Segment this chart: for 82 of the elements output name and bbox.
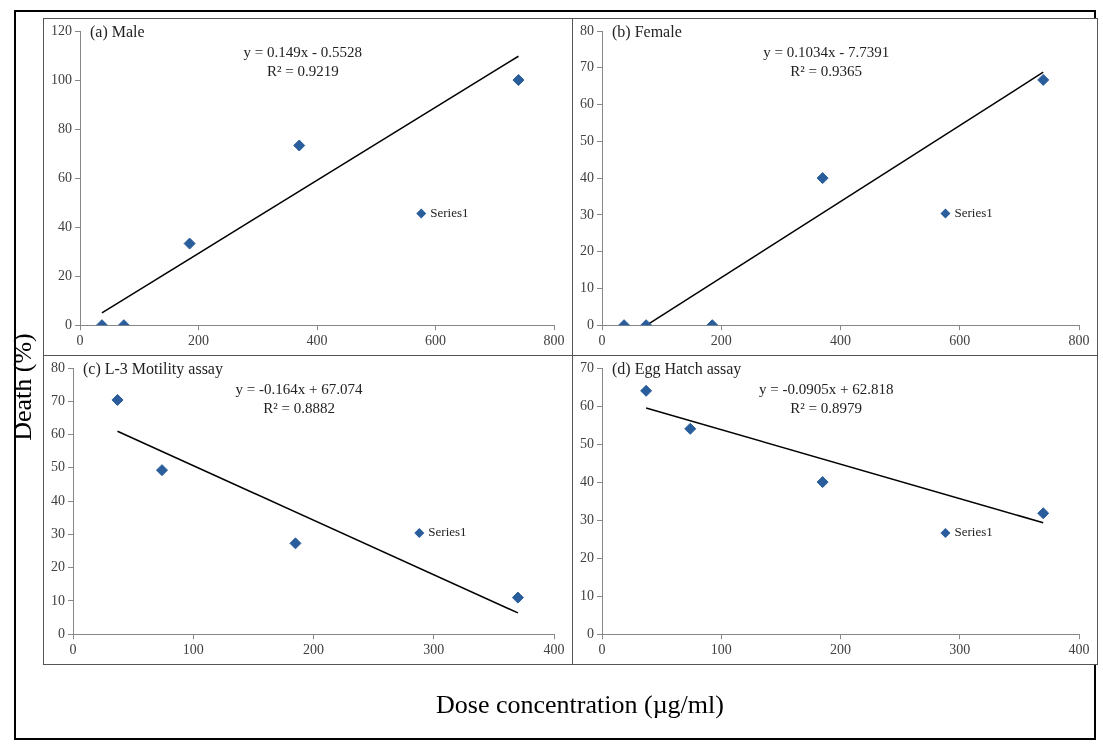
point — [816, 476, 829, 489]
x-tick-label: 400 — [306, 333, 328, 349]
y-tick-label: 60 — [580, 397, 594, 413]
annotation: y = 0.1034x - 7.7391 — [763, 43, 890, 60]
y-tick-label: 0 — [587, 316, 594, 332]
y-tick-label: 60 — [58, 169, 72, 185]
y-tick-label: 40 — [58, 218, 72, 234]
y-tick-label: 0 — [58, 625, 65, 641]
legend-label: Series1 — [428, 524, 467, 540]
y-tick-label: 80 — [58, 120, 72, 136]
point — [111, 393, 124, 406]
x-tick-label: 0 — [76, 333, 84, 349]
x-tick-label: 200 — [303, 642, 324, 658]
y-tick-label: 100 — [51, 71, 72, 87]
y-tick-label: 20 — [51, 559, 65, 575]
y-tick-label: 50 — [51, 459, 65, 475]
x-tick-label: 800 — [1068, 333, 1090, 349]
y-tick-label: 30 — [51, 526, 65, 542]
x-tick-label: 0 — [598, 642, 606, 658]
y-tick-label: 0 — [587, 625, 594, 641]
annotation: R² = 0.8979 — [790, 399, 863, 416]
point — [183, 237, 196, 250]
chart-title: (b) Female — [612, 23, 682, 42]
x-tick-label: 600 — [425, 333, 446, 349]
point — [512, 74, 525, 87]
annotation: y = -0.0905x + 62.818 — [758, 380, 894, 397]
y-tick-label: 0 — [65, 316, 72, 332]
x-tick-label: 400 — [1068, 642, 1090, 658]
point — [155, 464, 168, 477]
legend-label: Series1 — [430, 204, 469, 220]
chart-title: (d) Egg Hatch assay — [612, 360, 742, 379]
point — [289, 537, 302, 550]
y-tick-label: 10 — [580, 587, 594, 603]
y-tick-label: 120 — [51, 22, 72, 38]
legend-label: Series1 — [954, 204, 993, 220]
x-tick-label: 400 — [830, 333, 851, 349]
y-tick-label: 80 — [51, 359, 65, 375]
x-tick-label: 100 — [710, 642, 732, 658]
chart-title: (c) L-3 Motility assay — [83, 360, 223, 379]
point — [511, 591, 524, 604]
annotation: R² = 0.8882 — [263, 399, 335, 416]
y-tick-label: 70 — [580, 59, 594, 75]
x-tick-label: 300 — [423, 642, 445, 658]
y-tick-label: 70 — [580, 359, 594, 375]
x-tick-label: 0 — [598, 333, 606, 349]
y-tick-label: 20 — [580, 549, 594, 565]
x-tick-label: 200 — [188, 333, 209, 349]
x-tick-label: 800 — [543, 333, 565, 349]
annotation: R² = 0.9219 — [266, 62, 339, 79]
annotation: y = -0.164x + 67.074 — [235, 380, 364, 397]
point — [1037, 73, 1050, 86]
legend-label: Series1 — [954, 524, 993, 540]
point — [293, 139, 306, 152]
point — [684, 422, 697, 435]
y-tick-label: 60 — [580, 96, 594, 112]
y-tick-label: 20 — [580, 243, 594, 259]
y-tick-label: 60 — [51, 426, 65, 442]
y-tick-label: 40 — [51, 492, 65, 508]
x-axis-title: Dose concentration (µg/ml) — [435, 690, 725, 720]
x-tick-label: 100 — [182, 642, 204, 658]
annotation: y = 0.149x - 0.5528 — [243, 43, 363, 60]
annotation: R² = 0.9365 — [790, 62, 863, 79]
x-tick-label: 200 — [710, 333, 732, 349]
y-tick-label: 50 — [580, 435, 594, 451]
y-tick-label: 40 — [580, 169, 594, 185]
y-tick-label: 10 — [51, 592, 65, 608]
y-tick-label: 80 — [580, 22, 594, 38]
y-tick-label: 40 — [580, 473, 594, 489]
point — [816, 172, 829, 185]
chart-title: (a) Male — [90, 23, 145, 42]
y-tick-label: 30 — [580, 511, 594, 527]
y-tick-label: 10 — [580, 280, 594, 296]
point — [1037, 507, 1050, 520]
y-tick-label: 50 — [580, 133, 594, 148]
x-tick-label: 400 — [543, 642, 565, 658]
y-tick-label: 30 — [580, 206, 594, 222]
x-tick-label: 300 — [949, 642, 971, 658]
y-tick-label: 70 — [51, 392, 65, 408]
x-tick-label: 600 — [949, 333, 971, 349]
point — [640, 384, 653, 397]
x-tick-label: 200 — [830, 642, 851, 658]
y-tick-label: 20 — [58, 267, 72, 283]
